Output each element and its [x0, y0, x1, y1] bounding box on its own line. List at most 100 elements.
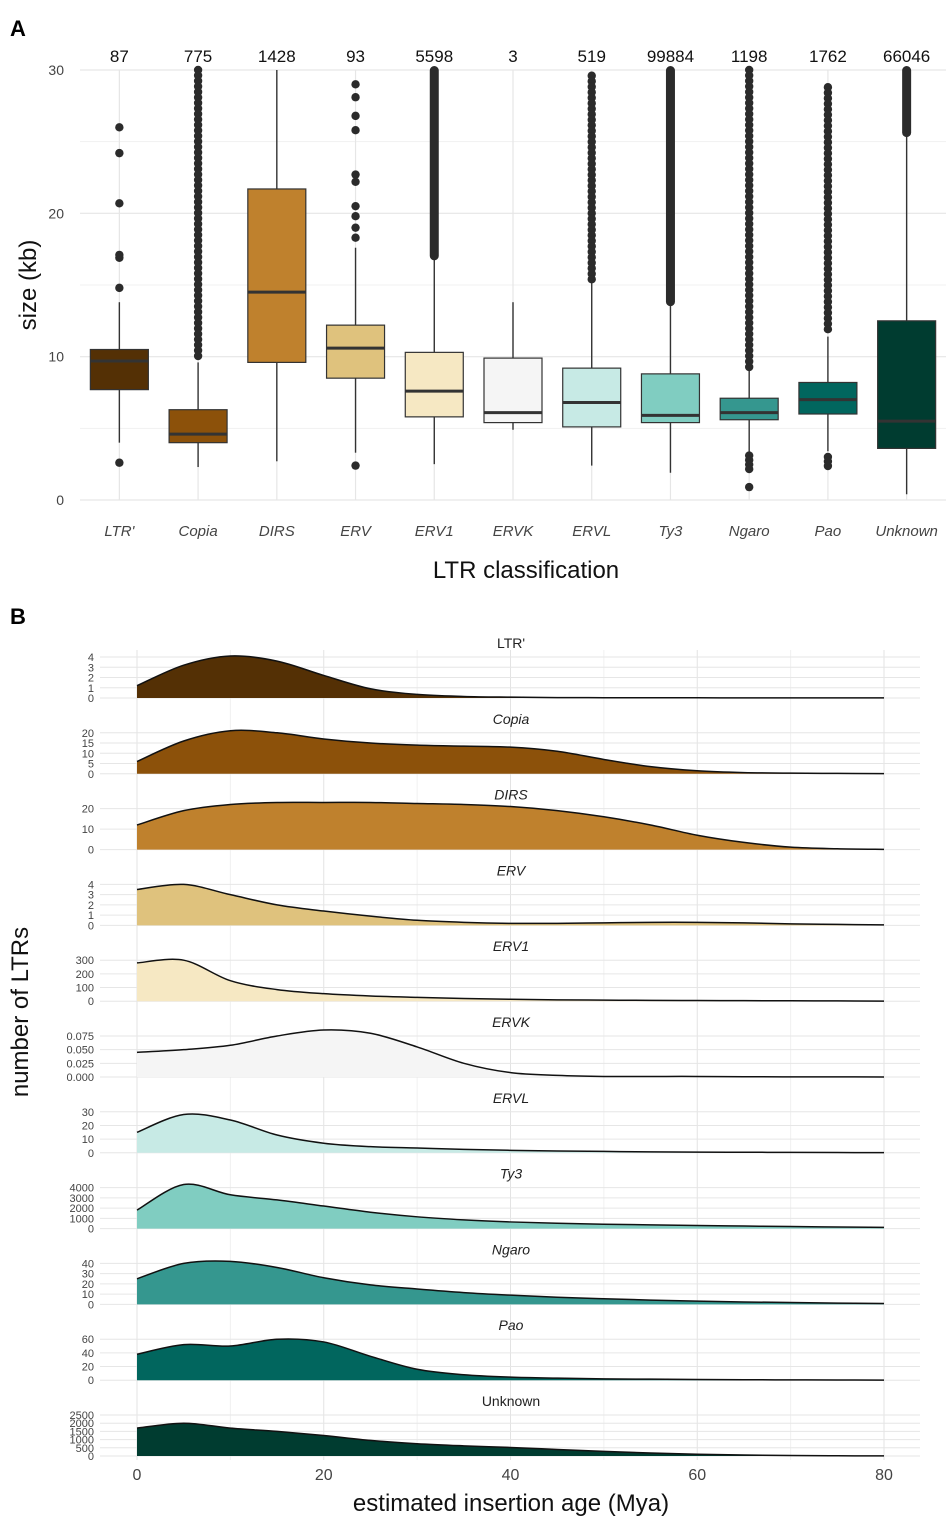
ridgeline-panel: LTR'01234Copia05101520DIRS01020ERV01234E…	[7, 635, 920, 1517]
ridge-y-tick: 2000	[70, 1203, 94, 1215]
density-area	[137, 802, 884, 850]
x-category-label: DIRS	[259, 523, 295, 540]
count-label: 99884	[647, 47, 694, 66]
ridge-y-tick: 1000	[70, 1213, 94, 1225]
ridge-y-tick: 0	[88, 1375, 94, 1387]
ridge-title: ERVL	[493, 1090, 529, 1106]
ridge-y-tick: 20	[82, 1120, 94, 1132]
x-category-label: ERV	[340, 523, 373, 540]
ridge-y-tick: 1000	[70, 1435, 94, 1447]
ridge-y-tick: 15	[82, 738, 94, 750]
outlier-point	[587, 275, 596, 284]
ridge-title: Copia	[493, 711, 530, 727]
ridge-DIRS: DIRS 0 10 20	[82, 787, 920, 857]
density-area	[137, 1029, 884, 1077]
outlier-point	[115, 123, 124, 132]
x-category-label: Pao	[815, 523, 842, 540]
ridge-Pao: Pao 020 40 60	[82, 1317, 920, 1387]
density-area	[137, 1184, 884, 1229]
ridge-y-tick: 0	[88, 845, 94, 857]
box-Pao	[798, 83, 858, 471]
ridge-y-tick: 3	[88, 890, 94, 902]
density-line	[136, 1422, 885, 1457]
ridge-y-tick: 2000	[70, 1418, 94, 1430]
ridge-y-tick: 20	[82, 1362, 94, 1374]
outlier-point	[351, 170, 360, 179]
ridge-title: Pao	[499, 1317, 524, 1333]
ridge-y-tick: 2	[88, 900, 94, 912]
ridge-y-tick: 2500	[70, 1410, 94, 1422]
count-label: 93	[346, 47, 365, 66]
iqr-box	[89, 348, 149, 391]
ridge-title: Ty3	[500, 1166, 523, 1182]
box-Unknown	[877, 66, 937, 495]
ridge-title: Unknown	[482, 1393, 540, 1409]
density-line	[136, 1113, 885, 1154]
ridge-y-tick: 30	[82, 1107, 94, 1119]
box-ERVL	[562, 71, 622, 466]
count-label: 66046	[883, 47, 930, 66]
outlier-column	[902, 66, 912, 138]
box-ERVK	[483, 302, 543, 430]
density-line	[136, 655, 884, 699]
ridge-y-tick: 0	[88, 693, 94, 705]
panel-a-label: A	[10, 16, 26, 41]
x-tick-label: 80	[875, 1467, 893, 1484]
y-tick-label: 0	[56, 492, 64, 508]
ridge-y-tick: 0.050	[66, 1045, 94, 1057]
y-axis-title: size (kb)	[15, 240, 42, 331]
density-area	[137, 1113, 884, 1153]
x-axis-title: estimated insertion age (Mya)	[353, 1490, 669, 1517]
ridge-y-tick: 10	[82, 748, 94, 760]
box-LTR'	[89, 123, 149, 467]
density-line	[136, 729, 885, 775]
ridge-y-tick: 4	[88, 652, 94, 664]
outlier-point	[193, 351, 203, 361]
iqr-box	[168, 409, 228, 444]
density-area	[137, 1260, 884, 1305]
ridge-y-tick: 60	[82, 1334, 94, 1346]
x-category-label: Ty3	[659, 523, 684, 540]
ridge-y-tick: 20	[82, 728, 94, 740]
box-Ngaro	[719, 65, 779, 492]
ridge-y-tick: 30	[82, 1269, 94, 1281]
x-tick-label: 0	[133, 1467, 142, 1484]
y-tick-label: 10	[48, 349, 64, 365]
ridge-y-tick: 0.025	[66, 1058, 94, 1070]
count-label: 775	[184, 47, 212, 66]
density-line	[136, 1260, 885, 1305]
ridge-y-tick: 0	[88, 1148, 94, 1160]
ridge-y-tick: 0	[88, 920, 94, 932]
density-line	[136, 1183, 885, 1229]
density-line	[136, 801, 885, 851]
count-label: 87	[110, 47, 129, 66]
ridge-y-tick: 1500	[70, 1426, 94, 1438]
outlier-point	[351, 233, 360, 242]
x-category-label: ERVK	[493, 523, 535, 540]
box-ERV	[325, 80, 386, 470]
ridge-title: ERV1	[493, 938, 529, 954]
ridge-y-tick: 10	[82, 1134, 94, 1146]
x-axis-title: LTR classification	[433, 557, 619, 584]
iqr-box	[562, 367, 622, 428]
iqr-box	[719, 397, 779, 421]
x-category-label: ERV1	[415, 523, 454, 540]
outlier-point	[351, 80, 360, 89]
outlier-point	[351, 177, 360, 186]
ridge-title: Ngaro	[492, 1241, 530, 1257]
ridge-y-tick: 3000	[70, 1193, 94, 1205]
ridge-y-tick: 20	[82, 1279, 94, 1291]
x-tick-label: 60	[688, 1467, 706, 1484]
ridge-y-tick: 0	[88, 1299, 94, 1311]
outlier-point	[351, 461, 360, 470]
ridge-y-tick: 100	[76, 983, 94, 995]
ridge-y-tick: 10	[82, 1289, 94, 1301]
x-category-label: LTR'	[104, 523, 135, 540]
panel-b-label: B	[10, 604, 26, 629]
y-tick-label: 20	[48, 205, 64, 221]
box-Copia	[168, 65, 228, 468]
ridge-y-tick: 4	[88, 879, 94, 891]
iqr-box	[404, 351, 464, 418]
outlier-point	[115, 458, 124, 467]
